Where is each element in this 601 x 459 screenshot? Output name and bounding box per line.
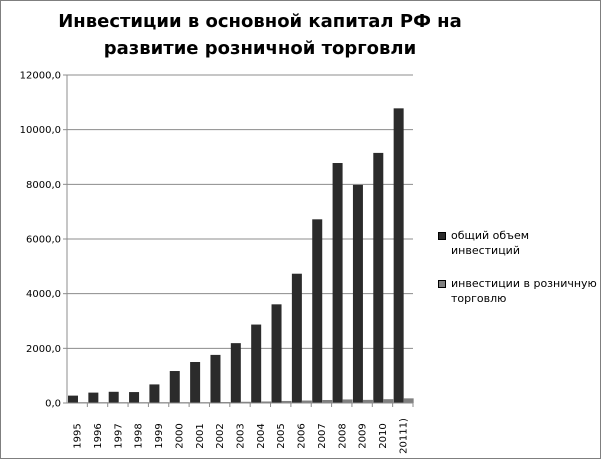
x-tick-label: 2010	[378, 423, 389, 448]
x-tick-label: 2005	[276, 423, 287, 448]
bar-retail	[322, 399, 333, 403]
bar-total	[108, 391, 119, 403]
x-tick-label: 1996	[93, 423, 104, 448]
bar-total	[230, 343, 241, 403]
bar-retail	[301, 400, 312, 403]
bar-total	[291, 273, 302, 403]
legend-swatch-retail	[438, 280, 446, 288]
bar-total	[352, 184, 363, 403]
x-tick-label: 20111)	[398, 418, 409, 454]
x-tick-labels: 1995 1996 1997 1998 1999 2000 2001 2002 2003 2004…	[73, 418, 410, 454]
y-tick-label: 6000,0	[26, 235, 61, 246]
legend-swatch-total	[438, 232, 446, 240]
bar-total	[251, 324, 262, 403]
x-tick-label: 2002	[215, 423, 226, 448]
legend: общий объем инвестиций инвестиции в розн…	[438, 228, 598, 324]
y-tick-label: 8000,0	[26, 180, 61, 191]
bar-total	[210, 354, 221, 403]
bar-total	[271, 304, 282, 403]
bar-total	[190, 362, 201, 403]
x-tick-label: 2006	[297, 423, 308, 448]
x-tick-label: 2000	[174, 423, 185, 448]
x-tick-label: 2007	[317, 423, 328, 448]
y-tick-label: 0,0	[45, 399, 61, 410]
y-tick-label: 4000,0	[26, 289, 61, 300]
y-tick-label: 2000,0	[26, 344, 61, 355]
x-tick-label: 2009	[358, 423, 369, 448]
legend-label-retail: инвестиции в розничную торговлю	[451, 277, 597, 305]
x-tick-label: 1998	[134, 423, 145, 448]
x-tick-label: 1995	[73, 423, 84, 448]
x-tick-label: 1999	[154, 423, 165, 448]
y-tick-labels: 0,0 2000,0 4000,0 6000,0 8000,0 10000,0 12000,…	[20, 71, 61, 410]
bar-retail	[403, 398, 414, 403]
legend-item-total: общий объем инвестиций	[438, 228, 598, 258]
bar-total	[88, 392, 99, 403]
bar-total	[129, 392, 140, 403]
x-tick-label: 2003	[236, 423, 247, 448]
axes	[63, 74, 414, 407]
bar-total	[373, 152, 384, 403]
y-tick-label: 10000,0	[20, 125, 61, 136]
bar-total	[68, 395, 78, 403]
bar-retail	[362, 399, 373, 403]
chart-title: Инвестиции в основной капитал РФ на разв…	[58, 11, 462, 59]
bar-total	[332, 163, 343, 403]
legend-label-total: общий объем инвестиций	[451, 229, 530, 257]
y-tick-label: 12000,0	[20, 71, 61, 82]
bar-retail	[383, 399, 394, 403]
bars	[68, 108, 414, 403]
legend-item-retail: инвестиции в розничную торговлю	[438, 276, 598, 306]
bar-retail	[261, 401, 272, 403]
bar-retail	[240, 401, 251, 403]
bar-total	[393, 108, 404, 403]
bar-total	[312, 219, 323, 403]
bar-retail	[281, 400, 292, 403]
x-tick-label: 2001	[195, 423, 206, 448]
bar-total	[149, 384, 160, 403]
bar-total	[169, 371, 180, 403]
x-tick-label: 2008	[337, 423, 348, 448]
bar-retail	[342, 399, 353, 403]
x-tick-label: 2004	[256, 423, 267, 448]
x-tick-label: 1997	[113, 423, 124, 448]
